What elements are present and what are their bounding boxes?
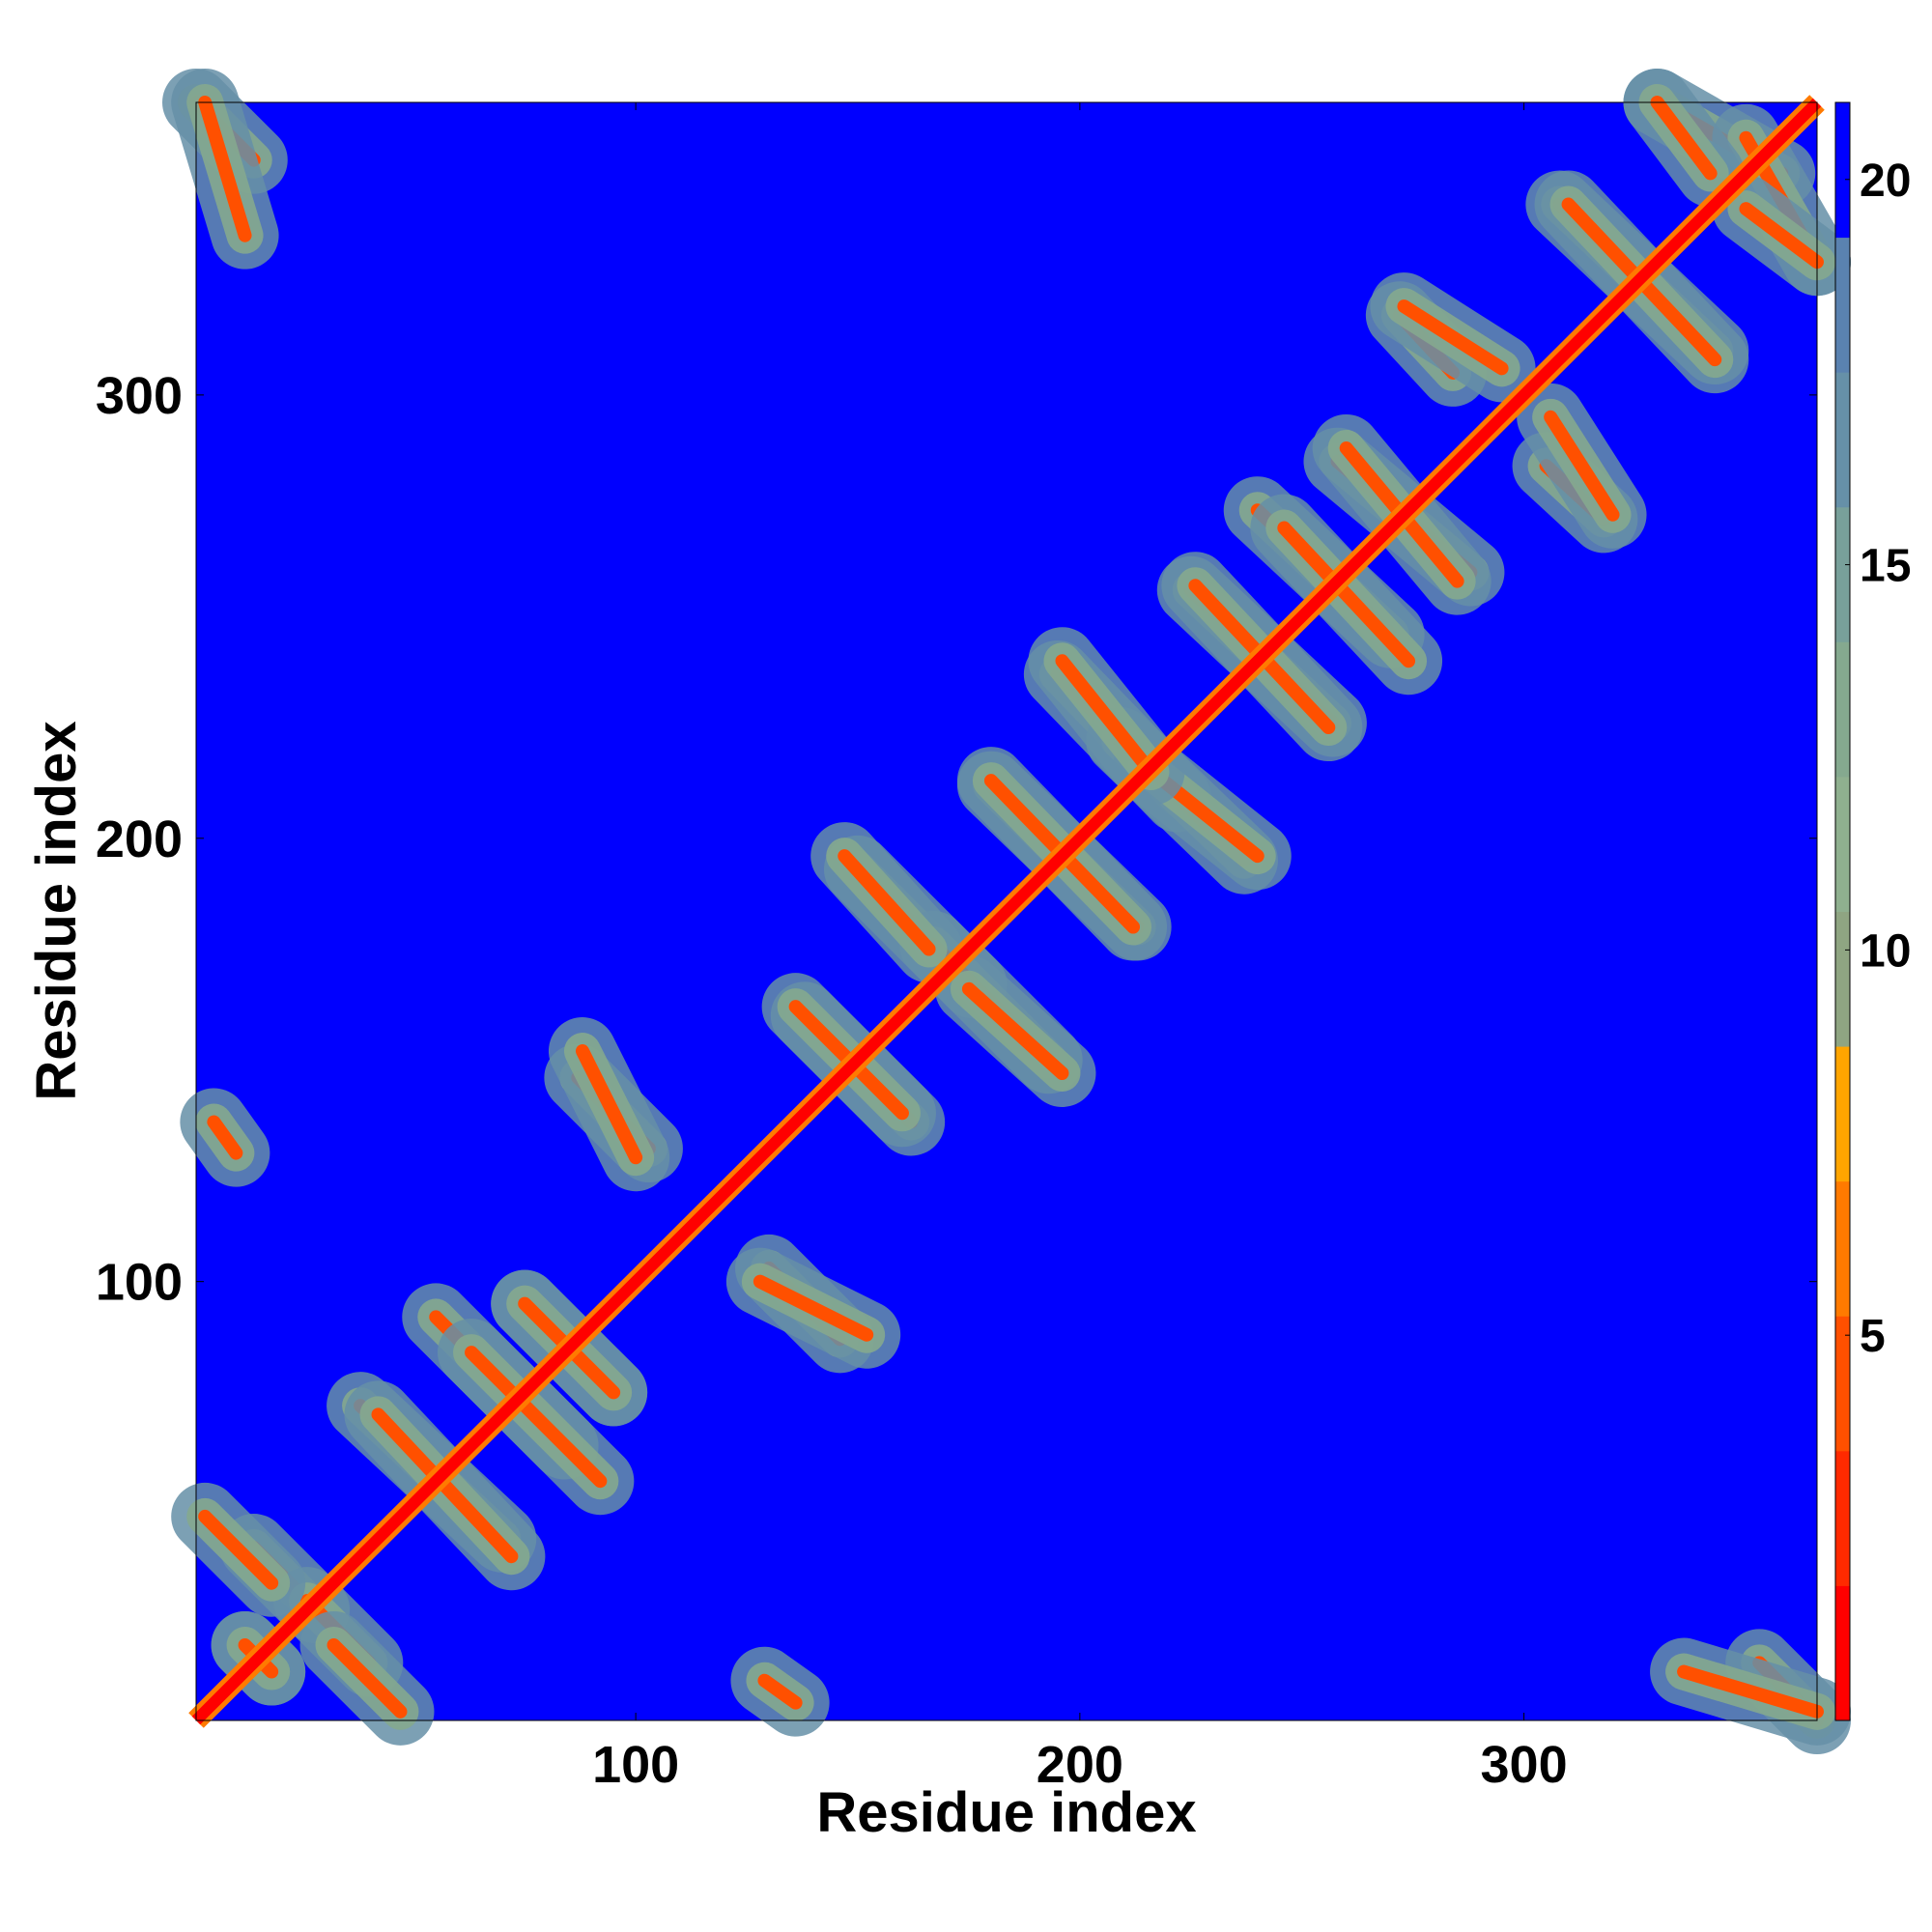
heatmap-band-14-mirror [1028, 627, 1185, 806]
heatmap-band-22 [1712, 175, 1851, 297]
colorbar-segment-2 [1835, 1316, 1850, 1452]
heatmap-band-22-mirror [1623, 69, 1745, 208]
colorbar-segment-9 [1835, 372, 1850, 508]
x-tick-label-200: 200 [1037, 1736, 1123, 1794]
heatmap-band-11 [934, 954, 1096, 1107]
colorbar-segment-11 [1835, 102, 1850, 239]
plot-frame [195, 101, 1818, 1721]
diagonal-line [191, 98, 1822, 1725]
heatmap-band-8 [725, 1247, 901, 1369]
colorbar-segment-5 [1835, 911, 1850, 1047]
heatmap-band-8-mirror [548, 1017, 670, 1192]
x-tick-label-100: 100 [592, 1736, 679, 1794]
x-axis-title: Residue index [816, 1781, 1196, 1844]
colorbar-frame [1834, 101, 1851, 1721]
heatmap-band-24-mirror [180, 1088, 270, 1187]
colorbar-tick-label-5: 5 [1860, 1311, 1886, 1362]
heatmap-band-19-mirror [1517, 383, 1647, 549]
colorbar-segment-4 [1835, 1046, 1850, 1182]
y-axis-title: Residue index [25, 721, 88, 1100]
colorbar-tick-label-10: 10 [1860, 925, 1911, 977]
colorbar-segment-8 [1835, 506, 1850, 642]
x-tick-label-300: 300 [1481, 1736, 1568, 1794]
heatmap-band-24 [730, 1646, 830, 1737]
heatmap-band-23 [1650, 1637, 1851, 1746]
heatmap-band-5-mirror [438, 1319, 635, 1516]
colorbar-segment-0 [1835, 1585, 1850, 1721]
y-tick-label-300: 300 [96, 367, 183, 425]
heatmap-band-19 [1370, 272, 1536, 403]
colorbar-tick-label-20: 20 [1860, 156, 1911, 207]
heatmap-band-3 [299, 1610, 435, 1746]
colorbar-segment-1 [1835, 1450, 1850, 1586]
colorbar: 5 10 15 20 [1834, 101, 1911, 1721]
y-tick-label-100: 100 [96, 1254, 183, 1312]
colorbar-segment-7 [1835, 641, 1850, 778]
heatmap-band-23-mirror [171, 69, 279, 270]
colorbar-tick-label-15: 15 [1860, 541, 1911, 592]
heatmap-band-11-mirror [810, 822, 963, 983]
y-tick-label-200: 200 [96, 810, 183, 868]
colorbar-segment-6 [1835, 776, 1850, 912]
heatmap-plot-area [162, 69, 1851, 1754]
colorbar-segment-10 [1835, 237, 1850, 373]
heatmap-band-16-mirror [1250, 494, 1443, 696]
axes: 100 200 300 100 200 300 [96, 102, 1817, 1794]
colorbar-segment-3 [1835, 1180, 1850, 1317]
heatmap-band-3-mirror [171, 1482, 306, 1617]
